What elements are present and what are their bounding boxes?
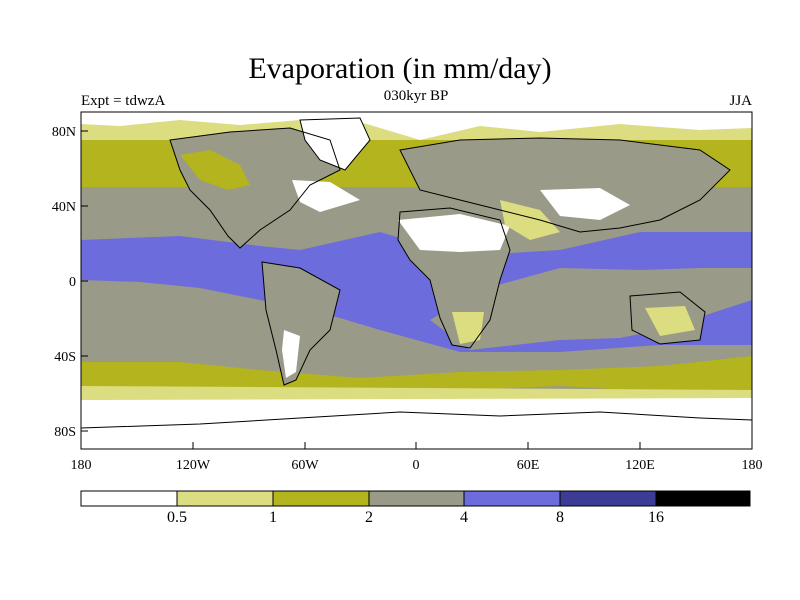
- field-eurasia: [400, 138, 730, 232]
- field-south-light: [81, 386, 752, 402]
- field-tropical-blue: [81, 232, 752, 352]
- y-tick-40n: 40N: [52, 200, 76, 215]
- colorbar-swatch-2-4: [368, 490, 465, 507]
- field-greenland: [300, 118, 370, 170]
- colorbar-swatch-4-8: [463, 490, 561, 507]
- coast-africa: [397, 207, 511, 349]
- x-tick-120w: 120W: [176, 458, 211, 473]
- colorbar-label-16: 16: [648, 509, 664, 526]
- x-tick-60w: 60W: [291, 458, 319, 473]
- field-central-asia-white: [540, 188, 630, 220]
- field-sahara: [398, 214, 510, 252]
- y-tick-80n: 80N: [52, 125, 76, 140]
- y-tick-80s: 80S: [54, 425, 76, 440]
- field-sa-white: [282, 330, 300, 378]
- colorbar-label-0-5: 0.5: [167, 509, 187, 526]
- season-label: JJA: [729, 93, 752, 109]
- field-antarctica: [81, 398, 752, 449]
- coast-south-america: [261, 261, 341, 386]
- colorbar-swatch-gt-16: [655, 490, 751, 507]
- colorbar-swatch-1-2: [272, 490, 370, 507]
- y-tick-0: 0: [69, 275, 76, 290]
- colorbar-label-2: 2: [365, 509, 373, 526]
- field-na-interior: [180, 150, 250, 190]
- coast-north-america: [169, 127, 341, 249]
- field-arctic-white: [81, 112, 752, 140]
- x-tick-60e: 60E: [517, 458, 540, 473]
- field-south-africa: [452, 312, 484, 344]
- map-subtitle: 030kyr BP: [383, 88, 449, 104]
- map-title: Evaporation (in mm/day): [248, 52, 552, 85]
- field-south-america: [262, 262, 340, 385]
- field-south-band: [81, 356, 752, 394]
- colorbar: [80, 490, 751, 507]
- x-tick-marks: [80, 442, 753, 449]
- x-tick-180e: 180: [742, 458, 763, 473]
- field-na-east-white: [292, 180, 360, 212]
- y-tick-marks: [81, 130, 88, 432]
- x-tick-0: 0: [413, 458, 420, 473]
- coast-antarctica: [81, 411, 752, 429]
- coast-eurasia: [399, 137, 731, 233]
- experiment-label: Expt = tdwzA: [81, 93, 166, 109]
- coastlines: [81, 117, 752, 429]
- field-arabia: [500, 200, 560, 240]
- colorbar-label-4: 4: [460, 509, 468, 526]
- colorbar-swatch-0-5-1: [176, 490, 274, 507]
- colorbar-label-1: 1: [269, 509, 277, 526]
- field-australia-interior: [645, 306, 695, 336]
- colorbar-label-8: 8: [556, 509, 564, 526]
- x-tick-180w: 180: [71, 458, 92, 473]
- colorbar-swatch-lt-0-5: [80, 490, 178, 507]
- x-tick-120e: 120E: [625, 458, 655, 473]
- map-field: [81, 112, 752, 449]
- y-tick-40s: 40S: [54, 350, 76, 365]
- coast-australia: [629, 291, 706, 345]
- coast-greenland: [299, 117, 371, 171]
- colorbar-swatch-8-16: [559, 490, 657, 507]
